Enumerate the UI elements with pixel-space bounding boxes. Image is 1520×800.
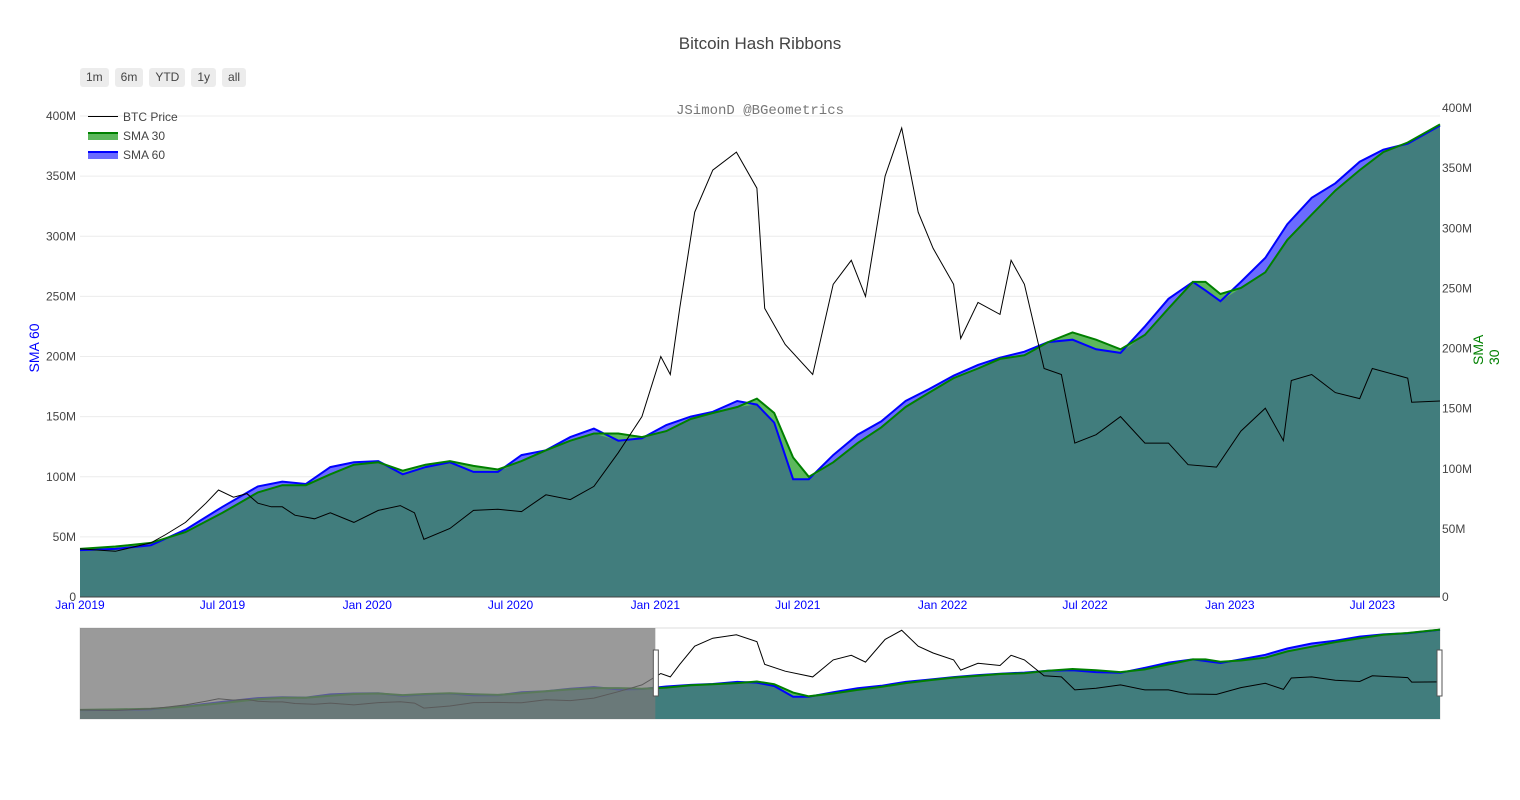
y-tick-right-7: 350M bbox=[1442, 161, 1472, 175]
x-tick-7: Jul 2022 bbox=[1062, 598, 1108, 612]
x-axis-ticks: Jan 2019 Jul 2019 Jan 2020 Jul 2020 Jan 2021… bbox=[55, 598, 1395, 612]
main-plot[interactable] bbox=[79, 123, 1441, 598]
x-tick-3: Jul 2020 bbox=[488, 598, 534, 612]
y-axis-right-ticks: 0 50M 100M 150M 200M 250M 300M 350M 400M bbox=[1442, 101, 1472, 604]
x-tick-8: Jan 2023 bbox=[1205, 598, 1255, 612]
x-tick-6: Jan 2022 bbox=[918, 598, 968, 612]
range-button-ytd[interactable]: YTD bbox=[149, 68, 186, 87]
y-tick-left-4: 200M bbox=[46, 350, 76, 364]
range-selector: 1m 6m YTD 1y all bbox=[80, 68, 247, 87]
legend-item-sma-30[interactable]: SMA 30 bbox=[88, 126, 178, 145]
legend: BTC Price SMA 30 SMA 60 bbox=[88, 107, 178, 164]
y-tick-left-7: 350M bbox=[46, 169, 76, 183]
y-tick-left-1: 50M bbox=[53, 530, 76, 544]
x-tick-5: Jul 2021 bbox=[775, 598, 821, 612]
y-tick-right-0: 0 bbox=[1442, 590, 1449, 604]
range-button-1y[interactable]: 1y bbox=[191, 68, 217, 87]
y-tick-left-6: 300M bbox=[46, 229, 76, 243]
range-button-all[interactable]: all bbox=[222, 68, 247, 87]
y-tick-right-6: 300M bbox=[1442, 221, 1472, 235]
x-tick-1: Jul 2019 bbox=[200, 598, 246, 612]
x-tick-0: Jan 2019 bbox=[55, 598, 105, 612]
slider-handle-left[interactable] bbox=[652, 649, 659, 697]
range-slider[interactable] bbox=[79, 627, 1443, 720]
chart-title: Bitcoin Hash Ribbons bbox=[678, 34, 842, 53]
hash-area bbox=[80, 125, 1440, 597]
range-button-6m[interactable]: 6m bbox=[114, 68, 144, 87]
legend-item-btc-price[interactable]: BTC Price bbox=[88, 107, 178, 126]
slider-mask bbox=[80, 628, 656, 719]
y-tick-left-8: 400M bbox=[46, 109, 76, 123]
legend-swatch-btc-price bbox=[88, 116, 118, 117]
btc-price-line bbox=[79, 126, 1441, 552]
y-tick-left-0: 0 bbox=[69, 590, 76, 604]
y-axis-right-label: SMA 30 bbox=[1470, 335, 1502, 365]
y-tick-right-5: 250M bbox=[1442, 281, 1472, 295]
range-button-1m[interactable]: 1m bbox=[80, 68, 109, 87]
y-tick-right-3: 150M bbox=[1442, 402, 1472, 416]
slider-handle-right[interactable] bbox=[1436, 649, 1443, 697]
y-tick-left-2: 100M bbox=[46, 470, 76, 484]
sma-30-line bbox=[79, 123, 1441, 550]
x-tick-9: Jul 2023 bbox=[1350, 598, 1396, 612]
legend-swatch-sma-30 bbox=[88, 131, 118, 140]
y-axis-left-ticks: 0 50M 100M 150M 200M 250M 300M 350M 400M bbox=[46, 109, 76, 604]
sma-60-line bbox=[79, 124, 1441, 552]
x-tick-2: Jan 2020 bbox=[343, 598, 393, 612]
y-tick-left-5: 250M bbox=[46, 289, 76, 303]
y-axis-left-label: SMA 60 bbox=[26, 323, 42, 373]
legend-label-btc-price: BTC Price bbox=[123, 109, 178, 124]
x-tick-4: Jan 2021 bbox=[631, 598, 681, 612]
legend-label-sma-60: SMA 60 bbox=[123, 147, 166, 162]
y-tick-right-2: 100M bbox=[1442, 462, 1472, 476]
y-tick-right-8: 400M bbox=[1442, 101, 1472, 115]
legend-label-sma-30: SMA 30 bbox=[123, 128, 166, 143]
y-tick-left-3: 150M bbox=[46, 410, 76, 424]
y-tick-right-1: 50M bbox=[1442, 522, 1465, 536]
watermark: JSimonD @BGeometrics bbox=[675, 103, 845, 119]
legend-item-sma-60[interactable]: SMA 60 bbox=[88, 145, 178, 164]
y-tick-right-4: 200M bbox=[1442, 342, 1472, 356]
legend-swatch-sma-60 bbox=[88, 150, 118, 159]
